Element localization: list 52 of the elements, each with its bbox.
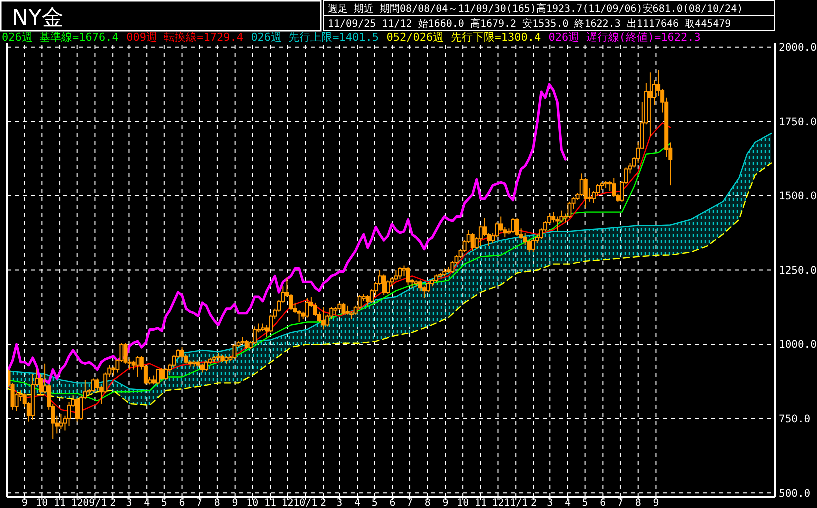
y-tick-label: 500.0 [779, 488, 811, 500]
y-tick-label: 1750.0 [779, 116, 817, 128]
x-tick-label: 10/1 [294, 498, 318, 508]
x-tick-label: 4 [354, 498, 361, 508]
y-tick-label: 1250.0 [779, 264, 817, 277]
x-tick-label: 3 [126, 498, 132, 508]
x-tick-label: 12 [282, 498, 294, 508]
text: 026週 先行上限=1401.5 [251, 31, 380, 44]
y-tick-label: 2000.0 [779, 42, 817, 54]
x-tick-label: 12 [71, 498, 84, 508]
x-tick-label: 6 [179, 498, 186, 508]
x-tick-label: 11 [264, 498, 277, 508]
x-tick-label: 4 [564, 498, 572, 508]
x-tick-label: 8 [214, 498, 220, 508]
text: 026週 基準線=1676.4 [2, 31, 120, 44]
text: 11/09/25 11/12 始1660.0 高1679.2 安1535.0 終1622.3 出1117646 取445479 [328, 18, 732, 30]
x-tick-label: 5 [161, 498, 168, 508]
x-tick-label: 7 [407, 498, 414, 508]
x-tick-label: 3 [336, 498, 343, 508]
x-tick-label: 5 [372, 498, 378, 508]
x-tick-label: 9 [232, 498, 238, 508]
x-tick-label: 12 [492, 498, 504, 508]
chart-title: NY金 [12, 6, 64, 31]
x-tick-label: 7 [617, 498, 624, 508]
x-tick-label: 4 [144, 498, 150, 508]
x-tick-label: 11/1 [504, 498, 528, 508]
x-tick-label: 7 [196, 498, 203, 508]
candlestick [648, 72, 652, 138]
x-tick-label: 8 [635, 498, 642, 508]
x-tick-label: 5 [582, 498, 588, 508]
x-tick-label: 3 [547, 498, 554, 508]
text: 052/026週 先行下限=1300.4 [386, 31, 542, 44]
chart-subtitle: 週足 期近 期間08/08/04～11/09/30(165)高1923.7(11/09/06)安681.0(08/10/24) [328, 3, 744, 15]
x-tick-label: 10 [36, 498, 48, 508]
text: 026週 遅行線(終値)=1622.3 [548, 31, 701, 44]
x-tick-label: 9 [22, 498, 28, 508]
y-tick-label: 1000.0 [779, 339, 817, 352]
x-tick-label: 8 [424, 498, 431, 508]
x-tick-label: 9 [442, 498, 449, 508]
text: 009週 転換線=1729.4 [126, 31, 244, 44]
x-tick-label: 11 [474, 498, 487, 508]
x-tick-label: 2 [320, 498, 327, 508]
x-tick-label: 09/1 [83, 498, 108, 508]
x-tick-label: 9 [653, 498, 660, 508]
x-tick-label: 6 [600, 498, 606, 508]
y-tick-label: 1500.0 [779, 190, 817, 203]
x-tick-label: 2 [110, 498, 116, 508]
x-tick-label: 11 [54, 498, 66, 508]
x-tick-label: 10 [457, 498, 470, 508]
x-tick-label: 6 [390, 498, 396, 508]
y-tick-label: 750.0 [779, 414, 811, 426]
x-tick-label: 10 [246, 498, 259, 508]
